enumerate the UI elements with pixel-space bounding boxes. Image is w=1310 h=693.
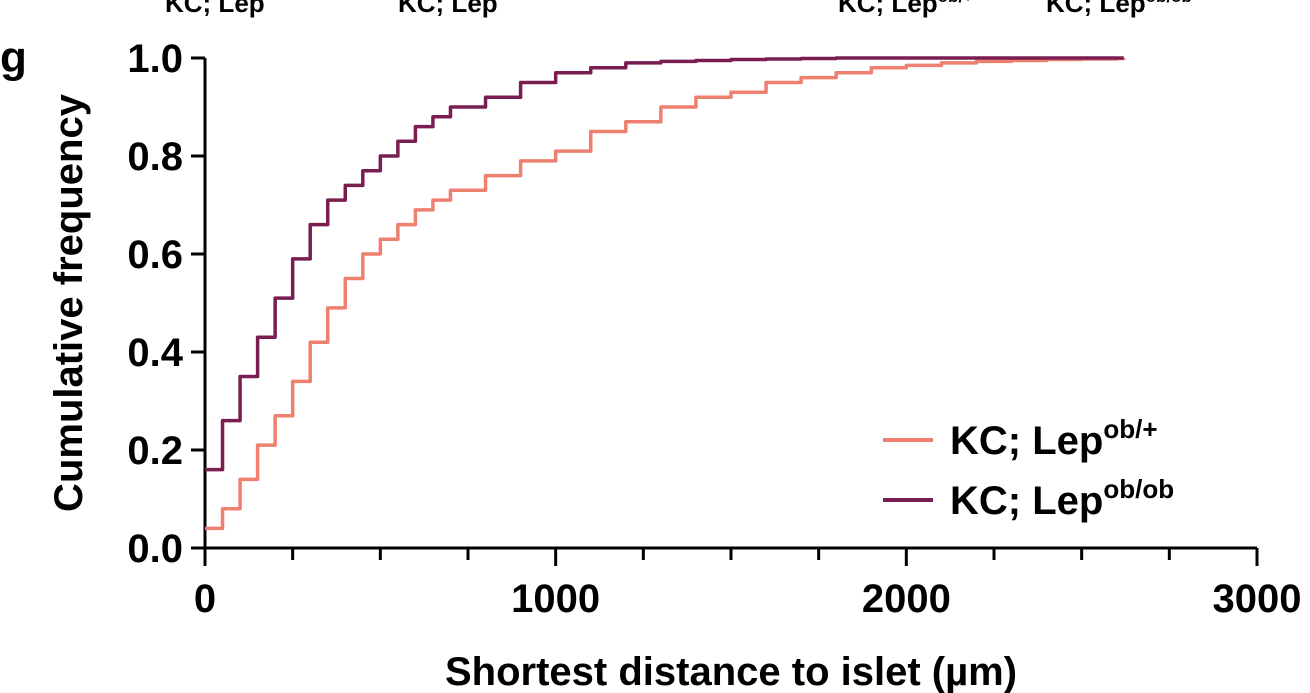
series-group xyxy=(205,56,1126,531)
y-ticks: 0.0 0.2 0.4 0.6 0.8 1.0 xyxy=(127,37,205,571)
axes: 0.0 0.2 0.4 0.6 0.8 1.0 0 1000 2000 3000 xyxy=(127,37,1301,621)
x-ticks: 0 1000 2000 3000 xyxy=(194,548,1302,621)
legend-label-sup: ob/+ xyxy=(1103,414,1157,444)
legend-label-0: KC; Lepob/+ xyxy=(950,414,1158,463)
x-axis-title: Shortest distance to islet (µm) xyxy=(445,650,1017,693)
top-label-sup: ob/ob xyxy=(1146,0,1192,6)
legend-label-1: KC; Lepob/ob xyxy=(950,474,1174,523)
top-label-base: KC; Lep xyxy=(1046,0,1146,18)
y-tick-label: 0.6 xyxy=(127,233,183,277)
top-label-0: KC; Lep xyxy=(165,0,265,18)
y-axis-title: Cumulative frequency xyxy=(47,93,91,512)
top-label-2: KC; Lepob/+ xyxy=(838,0,973,18)
series-line-1 xyxy=(205,56,1124,472)
legend-label-sup: ob/ob xyxy=(1103,474,1174,504)
legend-label-base: KC; Lep xyxy=(950,419,1103,463)
y-tick-label: 1.0 xyxy=(127,37,183,81)
top-label-sup: ob/+ xyxy=(938,0,973,6)
x-tick-label: 2000 xyxy=(862,577,951,621)
top-label-3: KC; Lepob/ob xyxy=(1046,0,1192,18)
y-tick-label: 0.2 xyxy=(127,429,183,473)
panel-label: g xyxy=(0,33,27,82)
x-tick-label: 0 xyxy=(194,577,216,621)
top-label-base: KC; Lep xyxy=(165,0,265,18)
y-tick-label: 0.8 xyxy=(127,135,183,179)
y-tick-label: 0.0 xyxy=(127,527,183,571)
x-tick-label: 3000 xyxy=(1213,577,1302,621)
top-label-base: KC; Lep xyxy=(398,0,498,18)
y-tick-label: 0.4 xyxy=(127,331,183,375)
series-line-0 xyxy=(205,56,1126,531)
legend: KC; Lepob/+KC; Lepob/ob xyxy=(883,414,1174,523)
x-tick-label: 1000 xyxy=(511,577,600,621)
top-label-1: KC; Lep xyxy=(398,0,498,18)
legend-label-base: KC; Lep xyxy=(950,479,1103,523)
top-label-base: KC; Lep xyxy=(838,0,938,18)
